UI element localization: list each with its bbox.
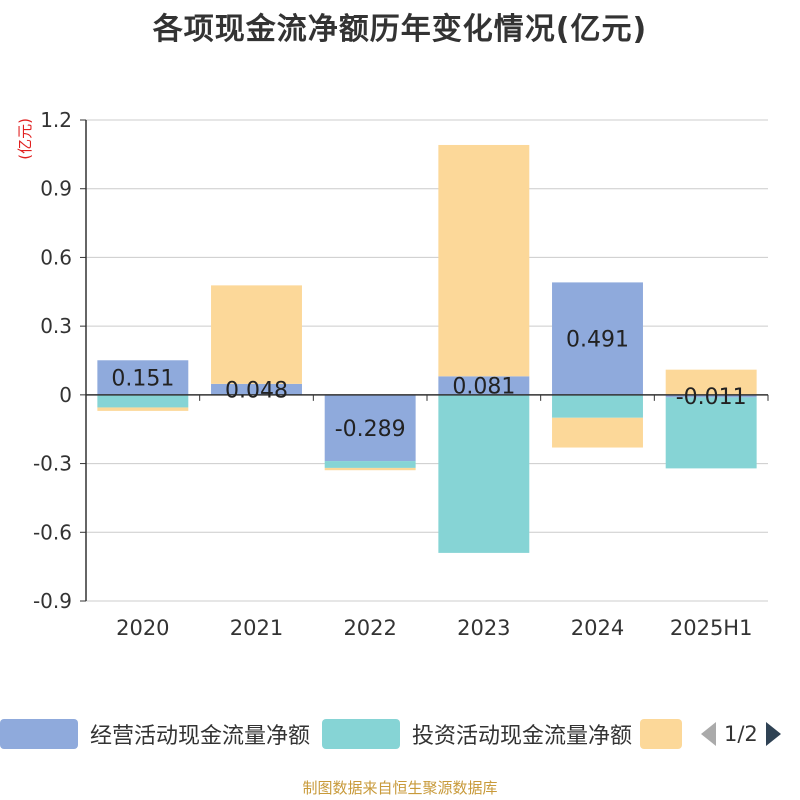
data-label: 0.048 <box>225 378 288 403</box>
bar-investing-2020 <box>97 394 189 408</box>
legend-swatch-operating <box>0 719 78 749</box>
legend-label-operating: 经营活动现金流量净额 <box>90 724 311 749</box>
legend-swatch-investing <box>322 719 400 749</box>
x-tick-label: 2025H1 <box>670 616 753 640</box>
x-tick-label: 2023 <box>457 616 510 640</box>
bar-financing-2021 <box>211 285 302 384</box>
legend: 经营活动现金流量净额 投资活动现金流量净额 1/2 <box>0 716 800 756</box>
bar-investing-2022 <box>324 461 416 468</box>
bar-operating-2020 <box>97 360 189 395</box>
bar-financing-2020 <box>97 407 189 411</box>
bar-operating-2023 <box>438 376 530 395</box>
y-tick-label: -0.9 <box>33 589 72 613</box>
data-label: 0.081 <box>452 375 515 400</box>
data-label: -0.289 <box>335 417 406 442</box>
bar-operating-2024 <box>552 282 643 395</box>
legend-item-financing[interactable] <box>640 716 682 752</box>
data-label: 0.151 <box>111 367 174 392</box>
bar-operating-2021 <box>211 383 302 395</box>
bar-operating-2025h1 <box>665 394 757 398</box>
y-tick-label: 0.9 <box>40 177 72 201</box>
pager-page-indicator: 1/2 <box>724 722 758 746</box>
x-tick-label: 2021 <box>230 616 283 640</box>
pager-next-icon[interactable] <box>764 719 784 749</box>
data-label: 0.491 <box>566 328 629 353</box>
legend-pager: 1/2 <box>698 716 784 752</box>
bar-financing-2023 <box>438 144 530 377</box>
bar-financing-2025h1 <box>665 369 757 395</box>
data-source-note: 制图数据来自恒生聚源数据库 <box>302 779 498 797</box>
y-tick-label: 0 <box>59 383 72 407</box>
data-label: -0.011 <box>676 385 747 410</box>
bar-investing-2024 <box>552 394 643 418</box>
bar-investing-2025h1 <box>665 397 757 469</box>
bar-financing-2024 <box>552 417 643 448</box>
pager-prev-icon[interactable] <box>698 719 718 749</box>
bar-investing-2023 <box>438 394 530 553</box>
legend-label-investing: 投资活动现金流量净额 <box>412 724 633 749</box>
y-tick-label: 0.3 <box>40 314 72 338</box>
y-tick-label: -0.3 <box>33 452 72 476</box>
legend-item-investing[interactable]: 投资活动现金流量净额 <box>322 716 632 752</box>
legend-item-operating[interactable]: 经营活动现金流量净额 <box>0 716 310 752</box>
y-tick-label: 0.6 <box>40 245 72 269</box>
bar-operating-2022 <box>324 394 416 462</box>
chart-title: 各项现金流净额历年变化情况(亿元) <box>152 12 648 47</box>
chart-plot: 1.2 0.9 0.6 0.3 0 -0.3 -0.6 -0.9 2020 2021 2022 202… <box>33 108 769 640</box>
bar-financing-2022 <box>324 467 416 471</box>
y-tick-label: 1.2 <box>40 108 72 132</box>
x-tick-label: 2020 <box>116 616 169 640</box>
x-tick-label: 2024 <box>571 616 624 640</box>
y-tick-label: -0.6 <box>33 520 72 544</box>
x-tick-label: 2022 <box>343 616 396 640</box>
legend-swatch-financing <box>640 719 682 749</box>
